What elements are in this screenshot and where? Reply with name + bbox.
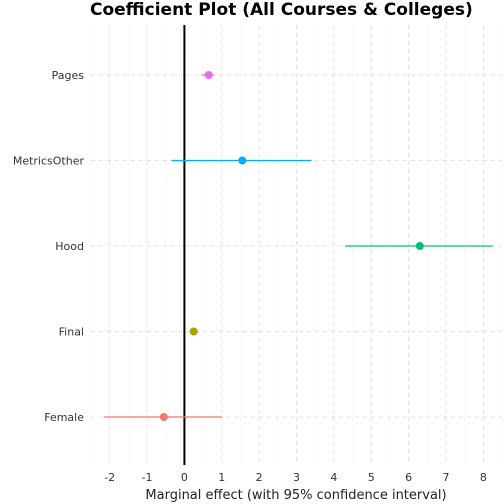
x-tick-label: -2 [104, 471, 115, 484]
x-tick-label: -1 [142, 471, 153, 484]
y-tick-label: Final [59, 326, 84, 339]
point-estimate [204, 71, 213, 79]
x-tick-label: 8 [480, 471, 487, 484]
point-estimates [159, 71, 424, 421]
x-tick-label: 0 [181, 471, 188, 484]
x-tick-label: 5 [368, 471, 375, 484]
x-tick-label: 2 [256, 471, 263, 484]
point-estimate [238, 156, 247, 165]
x-tick-label: 4 [330, 471, 337, 484]
x-tick-label: 7 [442, 471, 449, 484]
x-tick-label: 1 [218, 471, 225, 484]
x-tick-label: 3 [293, 471, 300, 484]
y-tick-label: MetricsOther [13, 155, 85, 168]
x-axis-title: Marginal effect (with 95% confidence int… [145, 488, 446, 503]
chart-title: Coefficient Plot (All Courses & Colleges… [90, 0, 473, 20]
y-tick-label: Female [44, 411, 84, 424]
y-tick-label: Pages [52, 69, 85, 82]
confidence-intervals [104, 74, 493, 418]
x-axis-labels: -2 -1 0 1 2 3 4 5 6 7 8 [104, 471, 487, 484]
y-axis-labels: Pages MetricsOther Hood Final Female [13, 69, 85, 424]
x-tick-label: 6 [405, 471, 412, 484]
point-estimate [189, 327, 198, 336]
point-estimate [159, 413, 168, 421]
point-estimate [415, 242, 424, 250]
y-tick-label: Hood [55, 240, 84, 253]
grid [90, 25, 503, 465]
